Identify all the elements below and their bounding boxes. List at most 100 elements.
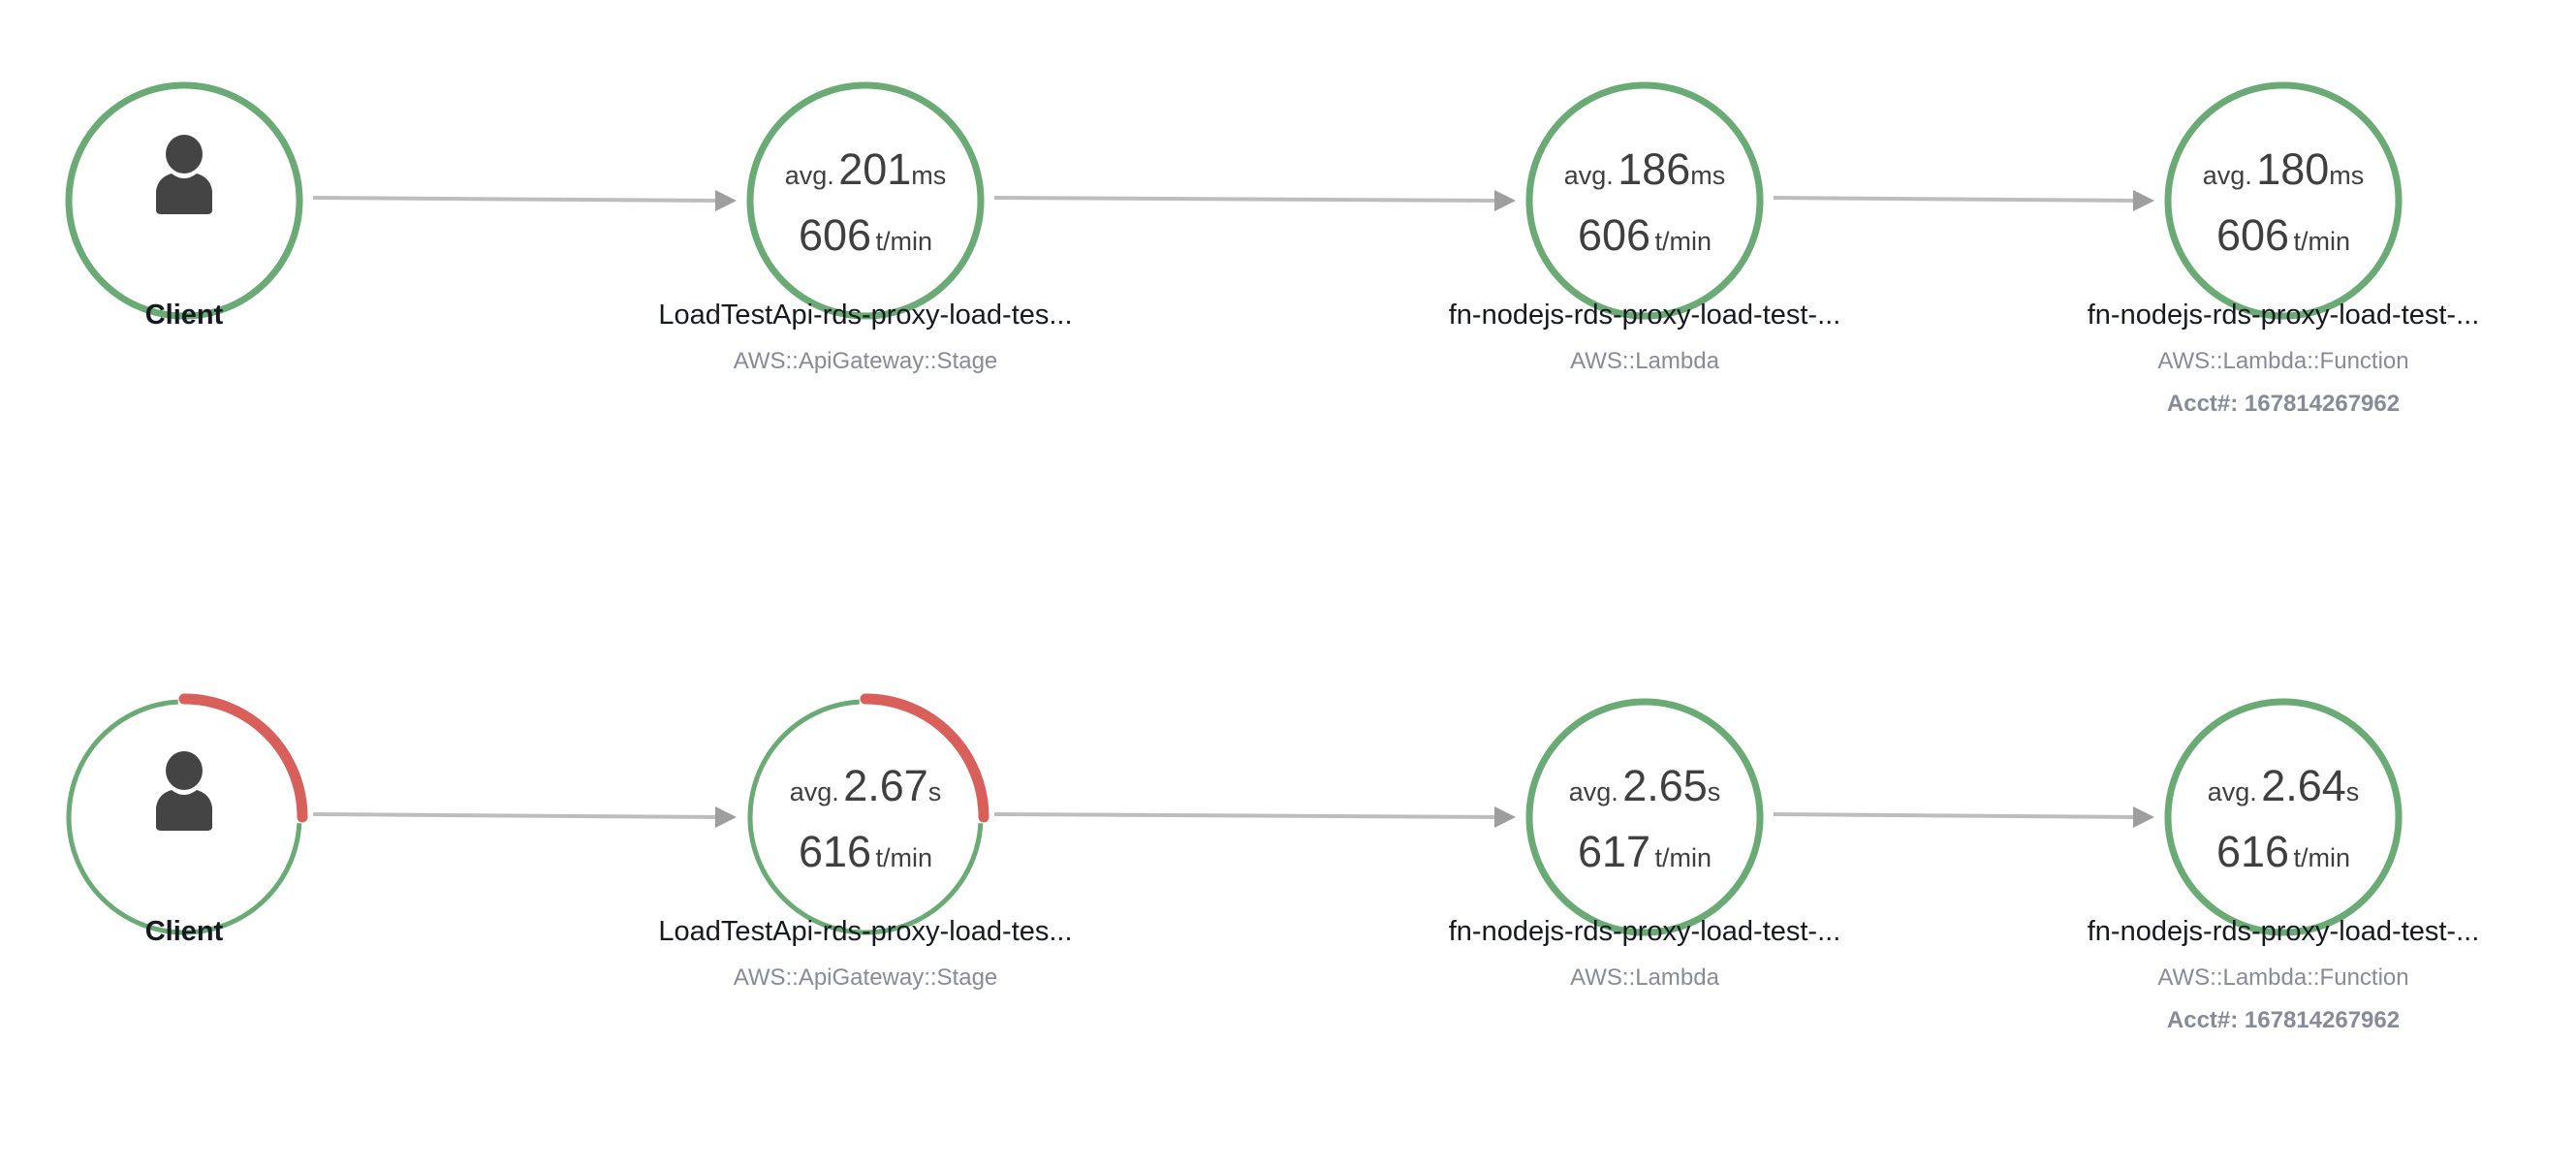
avg-value: 201 bbox=[838, 144, 912, 194]
health-ring bbox=[1525, 698, 1764, 936]
throughput-value: 616 bbox=[2215, 827, 2290, 876]
edge-arrow[interactable] bbox=[312, 190, 737, 211]
node-name: fn-nodejs-rds-proxy-load-test-... bbox=[2087, 300, 2480, 331]
node-ring[interactable] bbox=[58, 691, 310, 943]
node-metrics: avg. 180ms 606 t/min bbox=[2157, 75, 2409, 327]
node-ring[interactable] bbox=[1519, 75, 1771, 327]
node-metrics: avg. 2.64s 616 t/min bbox=[2157, 691, 2409, 943]
node-type: AWS::Lambda bbox=[1570, 348, 1719, 374]
user-icon bbox=[156, 135, 212, 214]
health-ring bbox=[2164, 698, 2403, 936]
health-ring bbox=[2164, 81, 2403, 320]
avg-prefix: avg. bbox=[2207, 777, 2257, 806]
avg-prefix: avg. bbox=[789, 777, 839, 806]
edge-line bbox=[993, 812, 1499, 819]
account-id: Acct#: 167814267962 bbox=[2166, 1007, 2401, 1033]
node-metrics: avg. 186ms 606 t/min bbox=[1519, 75, 1771, 327]
throughput-unit: t/min bbox=[1654, 227, 1712, 256]
edge-arrow[interactable] bbox=[312, 806, 737, 828]
node-type: AWS::ApiGateway::Stage bbox=[733, 348, 998, 374]
throughput-value: 616 bbox=[798, 827, 872, 876]
throughput-unit: t/min bbox=[875, 843, 933, 872]
healthy-arc bbox=[66, 699, 302, 935]
avg-prefix: avg. bbox=[2202, 161, 2252, 190]
throughput: 606 t/min bbox=[2157, 210, 2409, 261]
healthy-arc bbox=[747, 699, 984, 935]
throughput-value: 617 bbox=[1577, 827, 1651, 876]
health-ring bbox=[65, 81, 303, 320]
node-name: LoadTestApi-rds-proxy-load-tes... bbox=[658, 916, 1073, 947]
edge-line bbox=[1773, 812, 2138, 819]
health-ring bbox=[1525, 81, 1764, 320]
node-type: AWS::Lambda::Function bbox=[2157, 964, 2409, 991]
fault-arc bbox=[178, 693, 308, 823]
avg-unit: s bbox=[1707, 777, 1721, 806]
node-ring[interactable] bbox=[2157, 691, 2409, 943]
node-metrics: avg. 201ms 606 t/min bbox=[739, 75, 991, 327]
arrowhead-icon bbox=[2133, 190, 2154, 211]
health-ring bbox=[747, 693, 990, 935]
arrowhead-icon bbox=[715, 190, 737, 211]
node-ring[interactable] bbox=[739, 691, 991, 943]
node-name: Client bbox=[144, 300, 224, 331]
arrowhead-icon bbox=[1494, 806, 1516, 828]
edge-line bbox=[1773, 196, 2138, 203]
throughput: 616 t/min bbox=[739, 827, 991, 877]
node-ring[interactable] bbox=[58, 75, 310, 327]
avg-value: 2.64 bbox=[2261, 761, 2346, 810]
node-name: fn-nodejs-rds-proxy-load-test-... bbox=[2087, 916, 2480, 947]
throughput-unit: t/min bbox=[2293, 227, 2351, 256]
avg-value: 180 bbox=[2256, 144, 2330, 194]
node-type: AWS::ApiGateway::Stage bbox=[733, 964, 998, 991]
node-name: fn-nodejs-rds-proxy-load-test-... bbox=[1448, 916, 1841, 947]
throughput: 616 t/min bbox=[2157, 827, 2409, 877]
healthy-arc bbox=[65, 81, 303, 320]
average-latency: avg. 2.65s bbox=[1519, 761, 1771, 811]
edge-arrow[interactable] bbox=[993, 190, 1516, 211]
avg-prefix: avg. bbox=[784, 161, 834, 190]
throughput-unit: t/min bbox=[1654, 843, 1712, 872]
edge-line bbox=[993, 196, 1499, 203]
edge-arrow[interactable] bbox=[1773, 190, 2154, 211]
node-ring[interactable] bbox=[739, 75, 991, 327]
average-latency: avg. 186ms bbox=[1519, 144, 1771, 195]
throughput: 606 t/min bbox=[1519, 210, 1771, 261]
node-name: LoadTestApi-rds-proxy-load-tes... bbox=[658, 300, 1073, 331]
throughput-value: 606 bbox=[798, 210, 872, 260]
edge-line bbox=[312, 812, 720, 819]
avg-unit: s bbox=[927, 777, 942, 806]
healthy-arc bbox=[1525, 81, 1764, 320]
healthy-arc bbox=[746, 81, 985, 320]
node-metrics: avg. 2.67s 616 t/min bbox=[739, 691, 991, 943]
health-ring bbox=[66, 693, 308, 935]
edge-line bbox=[312, 196, 720, 203]
node-type: AWS::Lambda::Function bbox=[2157, 348, 2409, 374]
node-name: fn-nodejs-rds-proxy-load-test-... bbox=[1448, 300, 1841, 331]
user-icon bbox=[156, 751, 212, 831]
average-latency: avg. 201ms bbox=[739, 144, 991, 195]
throughput-value: 606 bbox=[1577, 210, 1651, 260]
throughput: 617 t/min bbox=[1519, 827, 1771, 877]
node-ring[interactable] bbox=[1519, 691, 1771, 943]
healthy-arc bbox=[2164, 81, 2403, 320]
edge-arrow[interactable] bbox=[1773, 806, 2154, 828]
throughput-unit: t/min bbox=[2293, 843, 2351, 872]
avg-unit: ms bbox=[2329, 161, 2365, 190]
avg-unit: s bbox=[2345, 777, 2360, 806]
throughput: 606 t/min bbox=[739, 210, 991, 261]
avg-unit: ms bbox=[911, 161, 947, 190]
edge-arrow[interactable] bbox=[993, 806, 1516, 828]
avg-value: 2.67 bbox=[843, 761, 928, 810]
arrowhead-icon bbox=[715, 806, 737, 828]
node-body bbox=[58, 691, 310, 943]
throughput-value: 606 bbox=[2215, 210, 2290, 260]
node-name: Client bbox=[144, 916, 224, 947]
node-ring[interactable] bbox=[2157, 75, 2409, 327]
health-ring bbox=[746, 81, 985, 320]
healthy-arc bbox=[2164, 698, 2403, 936]
node-body bbox=[58, 75, 310, 327]
avg-value: 186 bbox=[1618, 144, 1691, 194]
node-metrics: avg. 2.65s 617 t/min bbox=[1519, 691, 1771, 943]
fault-arc bbox=[860, 693, 990, 823]
